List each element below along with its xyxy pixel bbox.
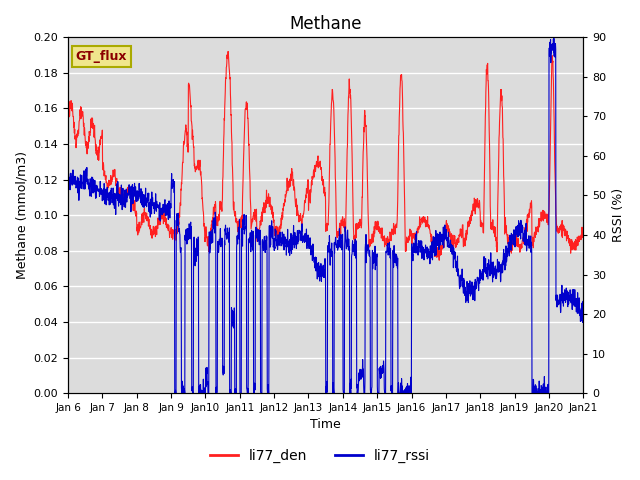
- Y-axis label: Methane (mmol/m3): Methane (mmol/m3): [15, 151, 28, 279]
- Legend: li77_den, li77_rssi: li77_den, li77_rssi: [204, 443, 436, 468]
- Title: Methane: Methane: [289, 15, 362, 33]
- X-axis label: Time: Time: [310, 419, 341, 432]
- Y-axis label: RSSI (%): RSSI (%): [612, 188, 625, 242]
- Text: GT_flux: GT_flux: [76, 50, 127, 63]
